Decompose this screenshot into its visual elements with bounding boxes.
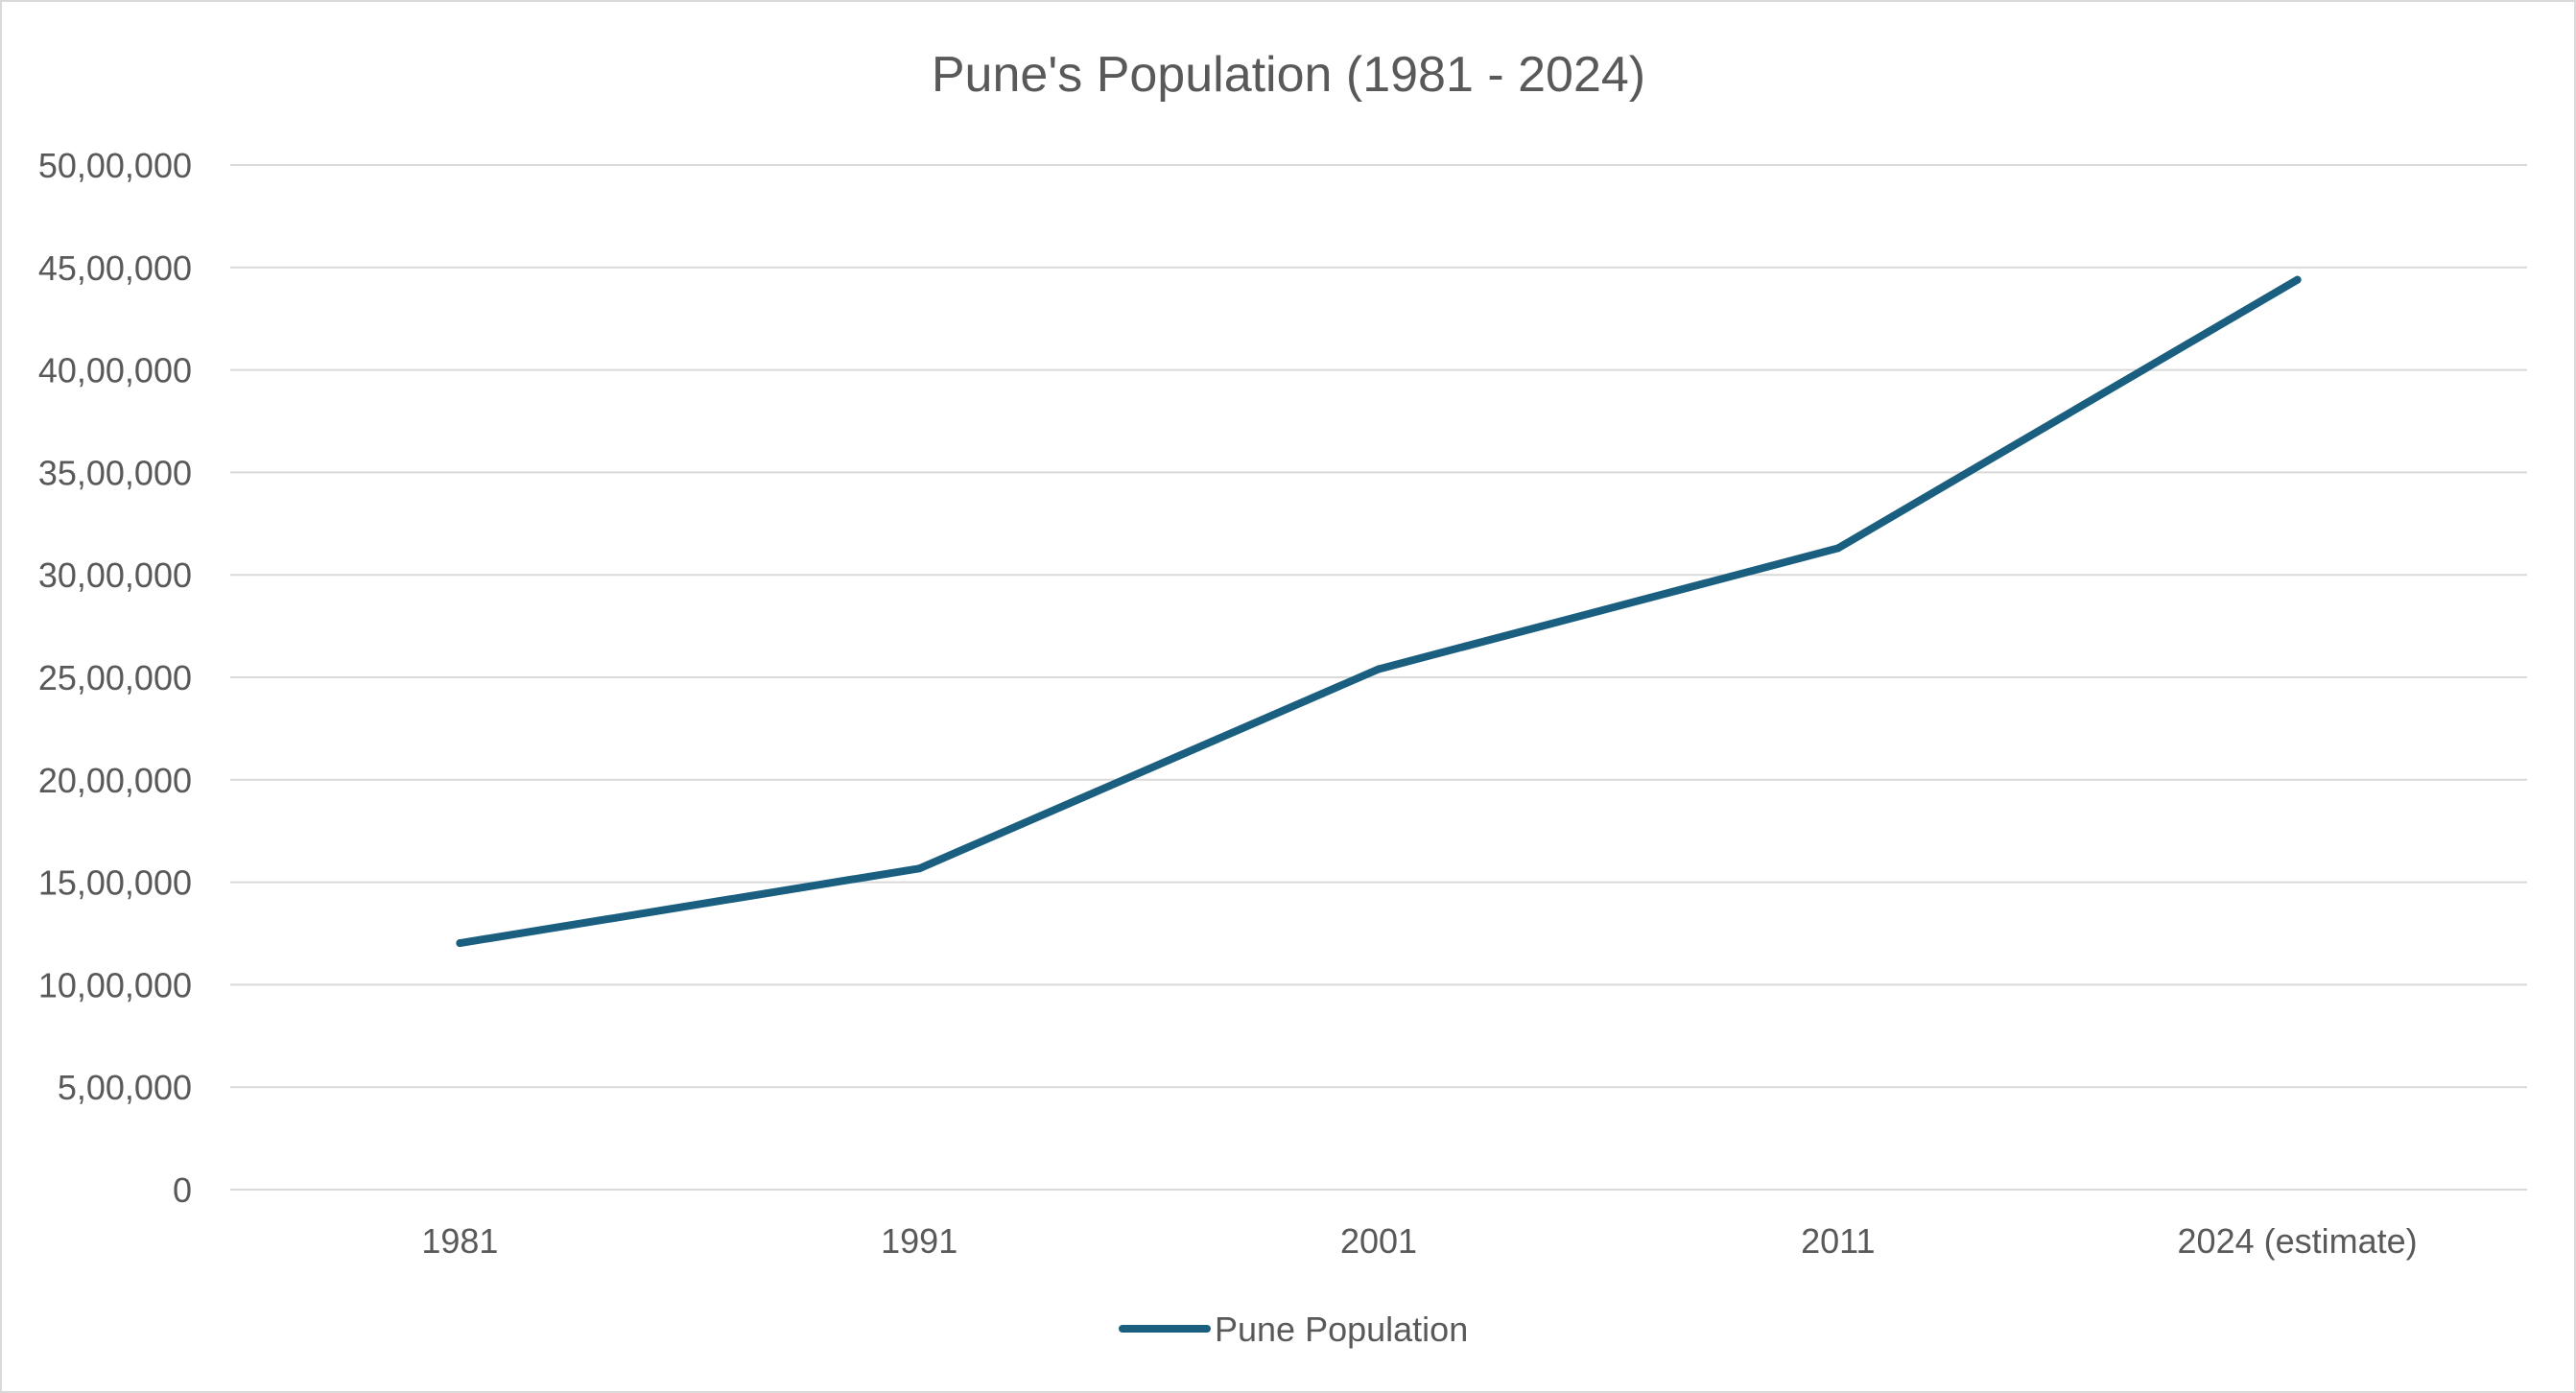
data-point <box>456 939 464 948</box>
series-line <box>456 275 2302 948</box>
x-tick-label: 1991 <box>881 1221 957 1261</box>
data-point <box>915 864 924 873</box>
y-tick-label: 20,00,000 <box>38 761 192 800</box>
y-tick-label: 35,00,000 <box>38 453 192 492</box>
x-tick-label: 2001 <box>1340 1221 1417 1261</box>
y-tick-label: 15,00,000 <box>38 863 192 903</box>
y-tick-label: 40,00,000 <box>38 351 192 390</box>
gridlines <box>230 164 2527 1191</box>
y-tick-label: 30,00,000 <box>38 555 192 595</box>
legend: Pune Population <box>1119 1310 1468 1349</box>
x-tick-label: 2011 <box>1801 1221 1875 1261</box>
x-tick-label: 1981 <box>421 1221 498 1261</box>
y-tick-label: 25,00,000 <box>38 658 192 697</box>
data-point <box>1833 544 1842 553</box>
chart-title: Pune's Population (1981 - 2024) <box>932 47 1645 103</box>
y-tick-label: 5,00,000 <box>58 1068 192 1107</box>
legend-label: Pune Population <box>1215 1310 1468 1349</box>
data-point <box>1375 665 1383 673</box>
x-axis-tick-labels: 1981 1991 2001 2011 2024 (estimate) <box>421 1221 2417 1261</box>
y-axis-tick-labels: 0 5,00,000 10,00,000 15,00,000 20,00,000 25,0… <box>38 146 192 1210</box>
data-point <box>2293 275 2302 284</box>
y-tick-label: 0 <box>173 1170 192 1210</box>
y-tick-label: 45,00,000 <box>38 248 192 288</box>
series-lines <box>456 275 2302 948</box>
y-tick-label: 10,00,000 <box>38 965 192 1004</box>
y-tick-label: 50,00,000 <box>38 146 192 185</box>
x-tick-label: 2024 (estimate) <box>2178 1221 2418 1261</box>
